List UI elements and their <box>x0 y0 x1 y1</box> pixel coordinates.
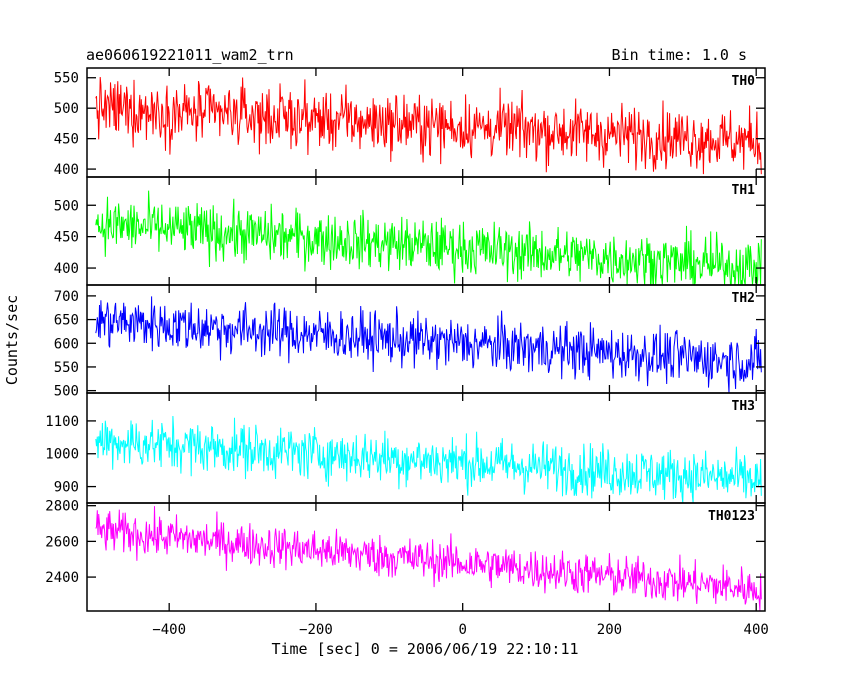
y-tick-label: 450 <box>54 230 79 246</box>
panel-label: TH1 <box>732 183 756 198</box>
y-tick-label: 400 <box>54 261 79 277</box>
panel-th1: 400 450 500 TH1 <box>54 176 766 286</box>
y-tick-label: 400 <box>54 162 79 178</box>
series-line-th0 <box>95 76 762 175</box>
x-tick-label: −400 <box>152 622 186 638</box>
x-tick-label: −200 <box>299 622 333 638</box>
x-axis: −400 −200 0 200 400 <box>152 622 769 638</box>
y-tick-label: 700 <box>54 289 79 305</box>
y-tick-label: 900 <box>54 480 79 496</box>
series-line-th0123 <box>95 506 762 612</box>
x-tick-label: 400 <box>744 622 769 638</box>
y-tick-label: 2400 <box>45 570 79 586</box>
series-line-th3 <box>95 415 762 504</box>
y-axis-title: Counts/sec <box>3 295 21 385</box>
panel-label: TH0 <box>732 74 756 89</box>
y-tick-label: 650 <box>54 313 79 329</box>
panel-label: TH2 <box>732 291 755 306</box>
chart-title: ae060619221011_wam2_trn <box>86 46 294 64</box>
panel-th2: 500 550 600 650 700 TH2 <box>54 284 766 400</box>
panel-frame <box>86 502 766 612</box>
y-tick-label: 2800 <box>45 499 79 515</box>
y-tick-label: 550 <box>54 71 79 87</box>
y-tick-label: 500 <box>54 198 79 214</box>
series-line-th1 <box>95 190 762 286</box>
panel-frame <box>86 284 766 394</box>
panel-th3: 900 1000 1100 TH3 <box>45 392 766 504</box>
x-axis-title: Time [sec] 0 = 2006/06/19 22:10:11 <box>271 640 578 658</box>
x-tick-label: 0 <box>458 622 466 638</box>
panel-label: TH0123 <box>708 509 755 524</box>
y-tick-label: 500 <box>54 101 79 117</box>
y-tick-label: 2600 <box>45 534 79 550</box>
panel-label: TH3 <box>732 399 755 414</box>
y-tick-label: 1000 <box>45 447 79 463</box>
x-tick-label: 200 <box>597 622 622 638</box>
panel-th0123: 2400 2600 2800 TH0123 <box>45 499 766 612</box>
y-tick-label: 600 <box>54 336 79 352</box>
panel-th0: 400 450 500 550 TH0 <box>54 67 766 178</box>
y-tick-label: 550 <box>54 360 79 376</box>
panels-group: 400 450 500 550 TH0 400 450 500 TH1 500 550 600 650 7… <box>45 67 766 612</box>
y-tick-label: 500 <box>54 384 79 400</box>
series-line-th2 <box>95 296 762 394</box>
y-tick-label: 450 <box>54 132 79 148</box>
y-tick-label: 1100 <box>45 414 79 430</box>
bin-time-label: Bin time: 1.0 s <box>612 46 747 64</box>
